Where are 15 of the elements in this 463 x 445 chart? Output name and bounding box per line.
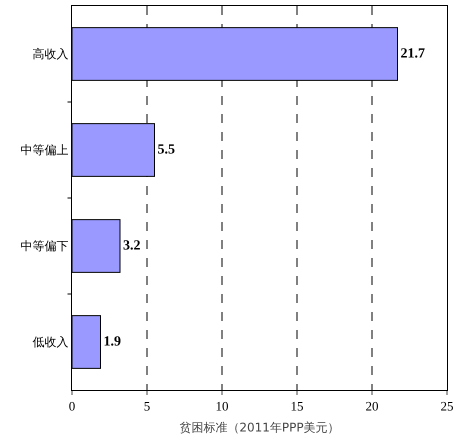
y-tick-label: 中等偏上: [20, 143, 69, 158]
y-tick-label: 中等偏下: [20, 239, 69, 254]
x-tick-label: 5: [144, 398, 150, 414]
x-tick-label: 0: [68, 398, 76, 414]
data-label: 1.9: [104, 334, 121, 350]
x-tick-label: 20: [366, 398, 378, 414]
y-tick-label: 高收入: [32, 47, 69, 62]
x-tick-label: 15: [290, 398, 304, 414]
x-tick-label: 10: [216, 398, 228, 414]
data-label: 5.5: [158, 142, 175, 158]
x-axis-title: 贫困标准（2011年PPP美元）: [179, 420, 340, 434]
data-label: 3.2: [123, 238, 140, 254]
x-tick-label: 25: [440, 398, 454, 414]
y-tick-label: 低收入: [32, 335, 69, 350]
data-label: 21.7: [400, 46, 425, 62]
